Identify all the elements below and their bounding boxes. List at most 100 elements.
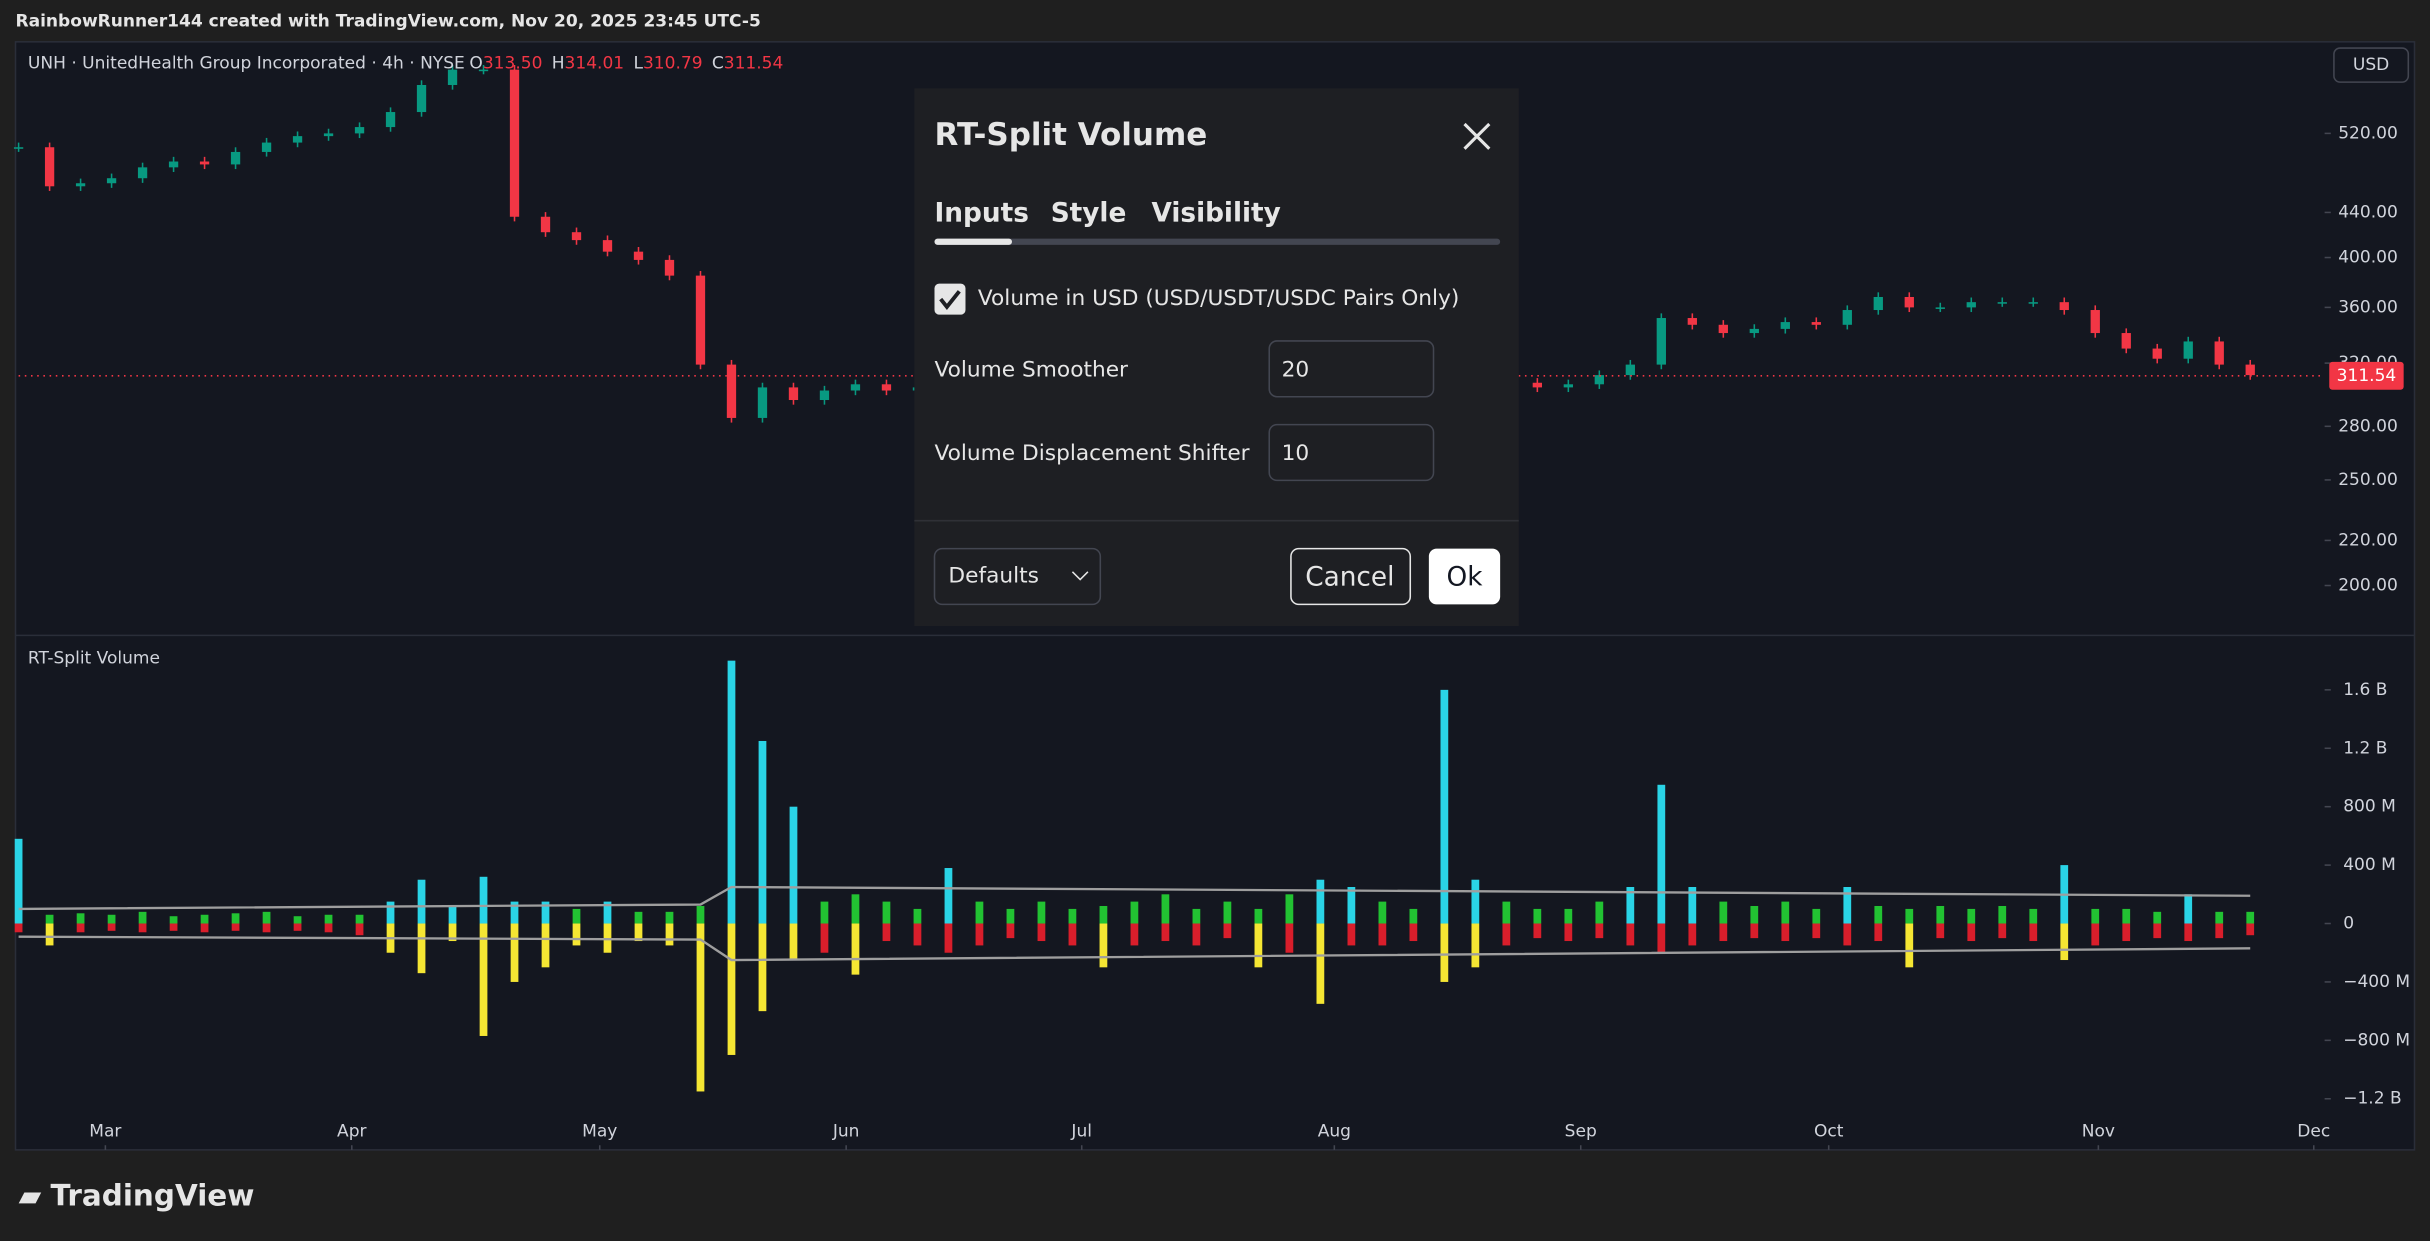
volume-bar	[1161, 923, 1170, 942]
volume-bar	[76, 913, 85, 924]
candle	[13, 147, 24, 149]
volume-bar	[1192, 908, 1201, 924]
volume-bar	[1533, 923, 1542, 939]
ok-label[interactable]: Ok	[1447, 563, 1484, 593]
candle	[1532, 382, 1542, 388]
dialog-title: RT-Split Volume	[934, 117, 1207, 153]
candle	[292, 136, 303, 143]
volume-bar	[2153, 923, 2162, 939]
y-tick-label: 520.00	[2338, 123, 2398, 143]
candle	[881, 384, 892, 391]
volume-bar	[479, 876, 488, 924]
volume-bar	[1750, 923, 1759, 939]
input-value[interactable]: 10	[1282, 441, 1310, 466]
volume-bar	[1657, 784, 1666, 924]
volume-bar	[2029, 908, 2038, 924]
ohlc-key: O	[469, 54, 482, 74]
volume-bar	[758, 923, 767, 1012]
candle	[819, 390, 830, 401]
candle	[850, 384, 861, 391]
volume-bar	[1657, 923, 1666, 953]
volume-bar	[169, 923, 178, 931]
candle	[199, 161, 210, 165]
volume-bar	[417, 923, 426, 974]
volume-bar	[262, 911, 271, 924]
volume-bar	[1936, 905, 1945, 924]
input-box[interactable]	[1268, 423, 1435, 482]
currency-button[interactable]	[2333, 47, 2410, 83]
volume-bar	[820, 923, 829, 953]
candle	[1749, 328, 1759, 334]
defaults-label[interactable]: Defaults	[948, 563, 1039, 588]
y-tick-label: 280.00	[2338, 416, 2398, 436]
volume-bar	[200, 914, 209, 924]
volume-bar	[1347, 923, 1356, 946]
volume-bar	[510, 901, 519, 924]
tab[interactable]: Style	[1051, 198, 1127, 228]
volume-bar	[1471, 879, 1480, 924]
y-tick-label: 250.00	[2338, 470, 2398, 490]
volume-bar	[2184, 923, 2193, 942]
volume-bar	[913, 923, 922, 946]
volume-bar	[1905, 923, 1914, 968]
volume-bar	[572, 923, 581, 946]
candle	[447, 69, 458, 85]
candle	[2183, 341, 2193, 359]
x-tick-label: Aug	[1318, 1121, 1351, 1141]
volume-bar	[727, 660, 736, 924]
candle	[788, 387, 799, 401]
checkbox[interactable]	[934, 283, 966, 315]
volume-bar	[541, 901, 550, 924]
field-label: Volume Smoother	[934, 357, 1128, 382]
tab[interactable]: Visibility	[1151, 198, 1280, 228]
candle	[168, 161, 179, 168]
candle	[1780, 322, 1790, 329]
tab[interactable]: Inputs	[934, 198, 1028, 228]
volume-bar	[1254, 923, 1263, 968]
input-box[interactable]	[1268, 340, 1435, 398]
volume-bar	[1688, 887, 1697, 924]
volume-bar	[2246, 911, 2255, 924]
volume-bar	[510, 923, 519, 982]
volume-bar	[1781, 923, 1790, 942]
volume-bar	[1285, 894, 1294, 924]
volume-bar	[448, 905, 457, 924]
candle	[2245, 364, 2255, 376]
checkbox-label[interactable]: Volume in USD (USD/USDT/USDC Pairs Only)	[978, 286, 1460, 311]
volume-bar	[1564, 908, 1573, 924]
currency-label[interactable]: USD	[2353, 55, 2389, 75]
volume-bar	[1316, 923, 1325, 1004]
cancel-label[interactable]: Cancel	[1305, 563, 1394, 593]
volume-bar	[2246, 923, 2255, 936]
volume-bar	[1254, 908, 1263, 924]
y-tick-label: −800 M	[2343, 1030, 2410, 1050]
x-tick-label: Oct	[1814, 1121, 1844, 1141]
volume-bar	[138, 923, 147, 933]
volume-bar	[1905, 908, 1914, 924]
footer-logo: ▰ TradingView	[19, 1178, 255, 1212]
candle	[1997, 302, 2007, 304]
y-tick-label: 200.00	[2338, 576, 2398, 596]
volume-bar	[1533, 908, 1542, 924]
cancel-button[interactable]	[1290, 547, 1412, 606]
defaults-button[interactable]	[933, 547, 1102, 606]
volume-bar	[1998, 905, 2007, 924]
volume-bar	[1347, 887, 1356, 924]
y-tick-label: 800 M	[2343, 797, 2396, 817]
candle	[2028, 302, 2038, 304]
input-value[interactable]: 20	[1282, 357, 1310, 382]
candle	[1563, 384, 1573, 388]
ok-button[interactable]	[1428, 548, 1501, 605]
candle	[633, 251, 644, 260]
candle	[695, 275, 706, 365]
candle	[726, 364, 737, 418]
volume-bar	[1223, 901, 1232, 924]
close-icon[interactable]	[1463, 122, 1491, 150]
y-tick-label: 400 M	[2343, 855, 2396, 875]
candle	[602, 240, 613, 252]
volume-bar	[1285, 923, 1294, 953]
candle	[757, 387, 768, 418]
candle	[2059, 302, 2069, 311]
volume-bar	[1192, 923, 1201, 946]
